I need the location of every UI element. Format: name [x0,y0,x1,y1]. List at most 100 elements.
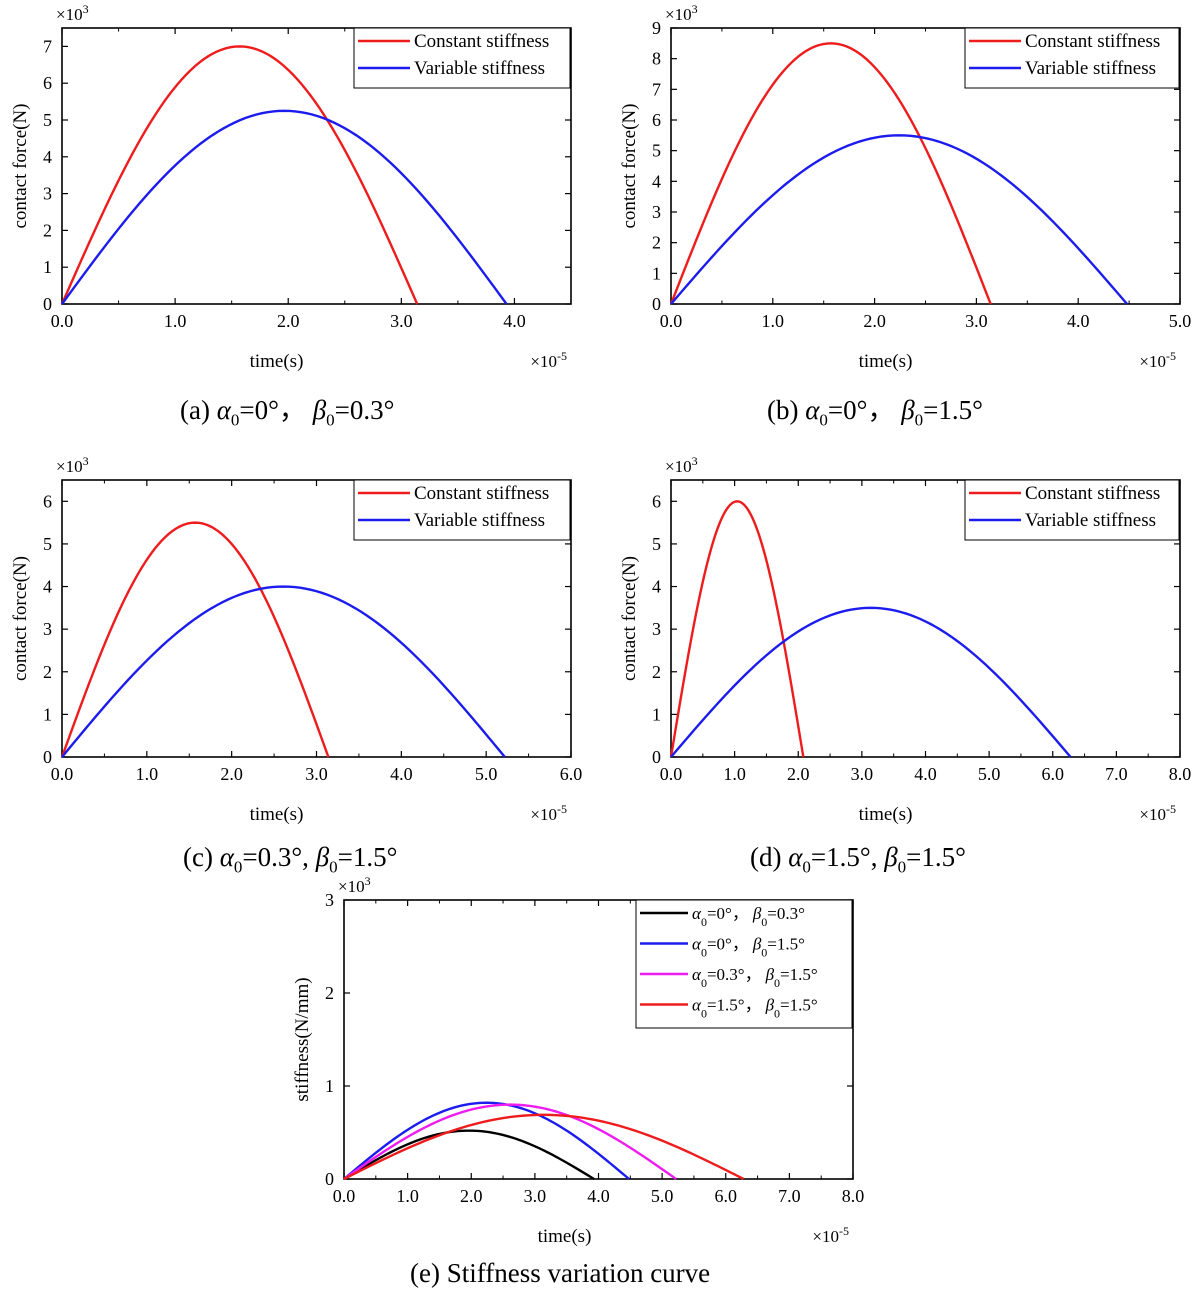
x-tick-label: 3.0 [305,764,328,784]
legend-label-2: Variable stiffness [1025,510,1156,531]
y-tick-label: 2 [652,233,661,253]
x-tick-label: 2.0 [460,1186,483,1206]
series-line-1 [669,42,992,305]
series-line-3 [343,1103,677,1180]
legend-label-1: Constant stiffness [414,31,549,52]
y-axis-label: stiffness(N/mm) [292,977,313,1101]
x-tick-label: 4.0 [503,311,526,331]
x-tick-label: 7.0 [1105,764,1128,784]
y-tick-label: 5 [43,534,52,554]
x-tick-label: 0.0 [51,311,74,331]
caption-e: (e) Stiffness variation curve [410,1258,711,1288]
y-tick-label: 0 [43,747,52,767]
y-tick-label: 6 [652,491,661,511]
series-line-1 [343,1129,595,1181]
y-tick-label: 1 [43,704,52,724]
y-axis-multiplier: ×103 [665,2,698,24]
y-tick-label: 3 [43,184,52,204]
x-tick-label: 3.0 [965,311,988,331]
y-tick-label: 0 [652,294,661,314]
y-tick-label: 1 [652,263,661,283]
x-tick-label: 5.0 [1169,311,1192,331]
x-tick-label: 4.0 [390,764,413,784]
panel-a-contact-force-chart: 0.0 1.0 2.0 3.0 4.0 0 1 2 3 4 5 6 7 time(s) contact fo… [10,2,572,372]
x-tick-label: 4.0 [587,1186,610,1206]
y-tick-label: 7 [43,36,52,56]
panel-d-contact-force-chart: 0.0 1.0 2.0 3.0 4.0 5.0 6.0 7.0 8.0 0 1 2 3 4 5 6 time(s… [619,454,1191,825]
series-line-2 [61,585,506,758]
y-tick-label: 5 [652,141,661,161]
x-tick-label: 1.0 [396,1186,419,1206]
y-axis-multiplier: ×103 [56,2,89,24]
y-tick-label: 4 [43,147,52,167]
y-tick-label: 6 [652,110,661,130]
y-tick-label: 5 [652,534,661,554]
series-line-2 [670,606,1072,758]
y-tick-label: 2 [652,662,661,682]
series-line-2 [61,109,508,305]
x-tick-label: 6.0 [1042,764,1065,784]
series-line-4 [343,1113,745,1181]
y-tick-label: 2 [325,983,334,1003]
legend-label-1: Constant stiffness [1025,31,1160,52]
caption-d: (d) α0=1.5°, β0=1.5° [750,842,966,877]
caption-c: (c) α0=0.3°, β0=1.5° [183,842,398,877]
x-tick-label: 0.0 [660,764,683,784]
x-tick-label: 3.0 [390,311,413,331]
x-axis-label: time(s) [859,351,913,372]
y-tick-label: 1 [43,257,52,277]
legend-label-4: α0=1.5°， β0=1.5° [692,996,818,1021]
x-tick-label: 0.0 [333,1186,356,1206]
panel-c-contact-force-chart: 0.0 1.0 2.0 3.0 4.0 5.0 6.0 0 1 2 3 4 5 6 time(s) conta… [10,454,582,825]
y-axis-label: contact force(N) [619,103,640,228]
y-tick-label: 5 [43,110,52,130]
y-tick-label: 6 [43,491,52,511]
x-tick-label: 2.0 [863,311,886,331]
legend-label-1: Constant stiffness [1025,483,1160,504]
y-tick-label: 1 [652,704,661,724]
x-axis-multiplier: ×10-5 [530,349,567,371]
panel-e-stiffness-chart: 0.0 1.0 2.0 3.0 4.0 5.0 6.0 7.0 8.0 0 1 2 3 time(s) st… [292,874,864,1247]
legend-box [353,27,571,89]
x-tick-label: 0.0 [660,311,683,331]
y-tick-label: 0 [43,294,52,314]
x-axis-label: time(s) [250,351,304,372]
legend-label-2: Variable stiffness [1025,58,1156,79]
y-tick-label: 9 [652,18,661,38]
x-tick-label: 2.0 [787,764,810,784]
y-tick-label: 8 [652,49,661,69]
y-axis-multiplier: ×103 [56,454,89,476]
y-axis-multiplier: ×103 [338,874,371,896]
series-line-1 [60,521,330,758]
y-tick-label: 3 [325,890,334,910]
y-tick-label: 0 [325,1169,334,1189]
legend-label-2: Variable stiffness [414,510,545,531]
legend-box [964,27,1180,89]
x-axis-label: time(s) [250,804,304,825]
y-tick-label: 7 [652,79,661,99]
y-tick-label: 3 [43,619,52,639]
panel-b-contact-force-chart: 0.0 1.0 2.0 3.0 4.0 5.0 0 1 2 3 4 5 6 7 8 9 time(s) conta… [619,2,1191,372]
x-tick-label: 1.0 [762,311,785,331]
legend-box [353,479,571,541]
y-tick-label: 2 [43,220,52,240]
x-axis-multiplier: ×10-5 [812,1224,849,1246]
legend-label-1: Constant stiffness [414,483,549,504]
x-tick-label: 6.0 [560,764,583,784]
y-tick-label: 4 [43,577,52,597]
series-line-2 [343,1101,630,1180]
x-tick-label: 3.0 [851,764,874,784]
x-tick-label: 6.0 [715,1186,738,1206]
caption-b: (b) α0=0°， β0=1.5° [767,395,983,430]
x-axis-label: time(s) [538,1226,592,1247]
caption-a: (a) α0=0°， β0=0.3° [180,395,395,430]
series-line-1 [60,45,419,305]
x-tick-label: 5.0 [978,764,1001,784]
legend-box [635,899,853,1029]
x-tick-label: 1.0 [136,764,159,784]
y-axis-label: contact force(N) [619,556,640,681]
x-axis-label: time(s) [859,804,913,825]
x-axis-multiplier: ×10-5 [530,802,567,824]
series-line-2 [670,134,1128,305]
